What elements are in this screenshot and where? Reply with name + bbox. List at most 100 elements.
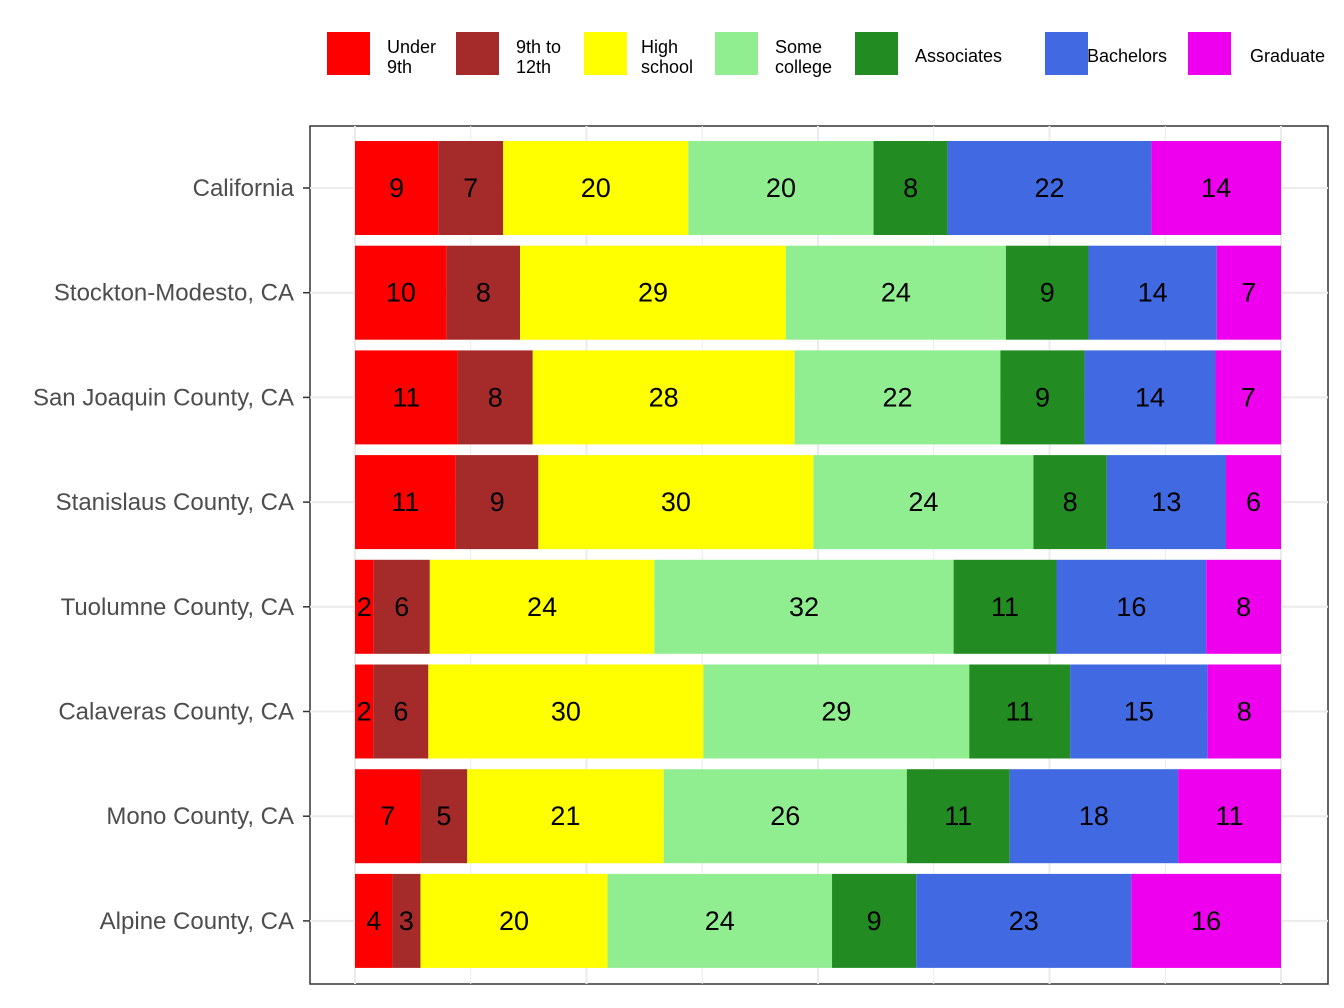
legend-key-some-college xyxy=(715,32,758,75)
category-label: Stockton-Modesto, CA xyxy=(54,280,294,307)
bar-segment-bachelors xyxy=(916,873,1132,968)
data-label: 11 xyxy=(391,487,419,517)
bar-segment-9th-to-12th xyxy=(420,769,468,864)
data-label: 9 xyxy=(1040,278,1055,308)
bar-segment-bachelors xyxy=(1070,664,1208,759)
bar-segment-under-9th xyxy=(355,664,374,759)
bar-segment-9th-to-12th xyxy=(446,245,521,340)
data-label: 7 xyxy=(380,801,395,831)
legend-label-high-school: High school xyxy=(641,37,693,77)
bar-segment-9th-to-12th xyxy=(373,664,429,759)
bar-segment-under-9th xyxy=(355,141,439,235)
data-label: 11 xyxy=(1216,801,1244,831)
legend-label-line: school xyxy=(641,57,693,77)
bar-segment-9th-to-12th xyxy=(373,559,430,654)
data-label: 23 xyxy=(1009,906,1039,936)
bar-segment-some-college xyxy=(813,455,1034,550)
legend-key-associates xyxy=(855,32,898,75)
legend-label-line: 9th xyxy=(387,57,412,77)
bar-segment-associates xyxy=(873,141,948,235)
bar-segment-associates xyxy=(1000,350,1085,445)
bar-segment-associates xyxy=(832,873,917,968)
data-label: 14 xyxy=(1201,173,1231,203)
bar-segment-9th-to-12th xyxy=(455,455,539,550)
data-label: 3 xyxy=(399,906,414,936)
data-label: 9 xyxy=(389,173,404,203)
legend-label-line: 9th to xyxy=(516,37,561,57)
data-label: 8 xyxy=(1236,592,1251,622)
bar-segment-associates xyxy=(1033,455,1107,550)
data-label: 9 xyxy=(1035,382,1050,412)
category-label: Alpine County, CA xyxy=(100,908,294,935)
legend-label-line: 12th xyxy=(516,57,551,77)
bar-segment-associates xyxy=(953,559,1057,654)
bar-segment-under-9th xyxy=(355,769,421,864)
data-label: 8 xyxy=(1063,487,1078,517)
bar-segment-high-school xyxy=(538,455,814,550)
bar-segment-graduate xyxy=(1216,245,1281,340)
data-label: 22 xyxy=(1034,173,1064,203)
data-label: 14 xyxy=(1138,278,1168,308)
legend: Under 9th 9th to 12th High school Some college A… xyxy=(327,32,1325,77)
data-label: 8 xyxy=(903,173,918,203)
bar-segment-bachelors xyxy=(1084,350,1216,445)
data-label: 24 xyxy=(908,487,938,517)
bar-segment-high-school xyxy=(428,664,704,759)
data-label: 20 xyxy=(499,906,529,936)
data-label: 32 xyxy=(789,592,819,622)
bar-segment-some-college xyxy=(654,559,954,654)
data-label: 2 xyxy=(357,592,372,622)
category-label: Mono County, CA xyxy=(106,803,294,830)
bar-segment-under-9th xyxy=(355,873,393,968)
data-label: 6 xyxy=(393,697,408,727)
bar-segment-associates xyxy=(906,769,1010,864)
data-label: 5 xyxy=(436,801,451,831)
data-label: 21 xyxy=(550,801,580,831)
bar-segment-graduate xyxy=(1215,350,1281,445)
legend-label-some-college: Some college xyxy=(775,37,832,77)
legend-key-under-9th xyxy=(327,32,370,75)
data-label: 7 xyxy=(1241,382,1256,412)
data-label: 7 xyxy=(1241,278,1256,308)
bar-segment-bachelors xyxy=(1106,455,1226,550)
category-label: California xyxy=(193,175,295,202)
data-label: 11 xyxy=(392,382,420,412)
bar-segment-high-school xyxy=(429,559,655,654)
data-label: 16 xyxy=(1191,906,1221,936)
bar-segment-some-college xyxy=(663,769,907,864)
bar-segment-9th-to-12th xyxy=(438,141,504,235)
data-label: 9 xyxy=(490,487,505,517)
legend-label-line: High xyxy=(641,37,678,57)
legend-key-9th-to-12th xyxy=(456,32,499,75)
legend-label-graduate: Graduate xyxy=(1250,46,1325,66)
data-label: 20 xyxy=(581,173,611,203)
data-label: 6 xyxy=(394,592,409,622)
bar-segment-graduate xyxy=(1207,664,1281,759)
legend-label-9th-to-12th: 9th to 12th xyxy=(516,37,561,77)
bar-segment-some-college xyxy=(688,141,874,235)
bar-segment-some-college xyxy=(607,873,833,968)
data-label: 24 xyxy=(527,592,557,622)
legend-label-line: Under xyxy=(387,37,436,57)
data-label: 8 xyxy=(1237,697,1252,727)
bar-segment-high-school xyxy=(467,769,664,864)
legend-label-under-9th: Under 9th xyxy=(387,37,436,77)
bar-segment-high-school xyxy=(503,141,689,235)
data-label: 8 xyxy=(476,278,491,308)
bar-segment-9th-to-12th xyxy=(392,873,421,968)
bar-segment-under-9th xyxy=(355,350,458,445)
data-label: 30 xyxy=(551,697,581,727)
bar-segment-some-college xyxy=(794,350,1001,445)
category-label: Calaveras County, CA xyxy=(58,699,294,726)
bar-segment-high-school xyxy=(520,245,786,340)
data-label: 8 xyxy=(488,382,503,412)
data-label: 10 xyxy=(386,278,416,308)
legend-label-line: Some xyxy=(775,37,822,57)
data-label: 2 xyxy=(357,697,372,727)
data-label: 26 xyxy=(770,801,800,831)
bar-segment-graduate xyxy=(1178,769,1281,864)
legend-key-high-school xyxy=(584,32,627,75)
data-label: 20 xyxy=(766,173,796,203)
